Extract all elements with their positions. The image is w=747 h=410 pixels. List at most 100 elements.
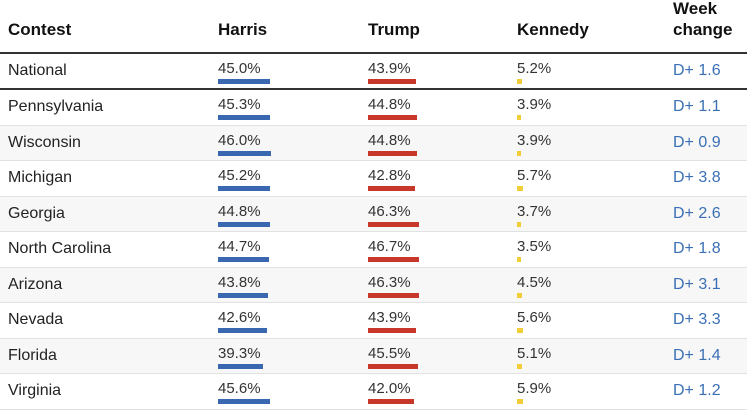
- harris-bar: [218, 221, 270, 227]
- trump-bar: [368, 292, 419, 298]
- kennedy-value: 5.2%: [517, 60, 552, 77]
- trump-bar: [368, 221, 419, 227]
- trump-value: 46.7%: [368, 238, 411, 255]
- harris-value: 42.6%: [218, 309, 261, 326]
- header-trump: Trump: [368, 20, 420, 39]
- table-body: National 45.0% 43.9% 5.2% D+ 1.6 Pennsylvania…: [0, 54, 747, 410]
- harris-bar: [218, 399, 271, 404]
- week-change-value: D+ 1.8: [673, 240, 721, 257]
- kennedy-value: 3.5%: [517, 238, 552, 255]
- header-week-change: Week change: [673, 0, 733, 40]
- trump-bar: [368, 150, 418, 156]
- header-week-line1: Week: [673, 0, 718, 18]
- trump-bar: [368, 257, 420, 262]
- harris-bar: [218, 186, 270, 191]
- trump-bar: [368, 115, 418, 120]
- kennedy-bar: [517, 221, 521, 227]
- harris-bar: [218, 115, 271, 120]
- table-row: Pennsylvania 45.3% 44.8% 3.9% D+ 1.1: [0, 90, 747, 126]
- trump-bar: [368, 79, 417, 84]
- kennedy-bar: [517, 150, 521, 156]
- trump-bar: [368, 186, 416, 191]
- trump-value: 44.8%: [368, 96, 411, 113]
- kennedy-bar: [517, 328, 523, 333]
- table-row: Wisconsin 46.0% 44.8% 3.9% D+ 0.9: [0, 125, 747, 161]
- contest-name: Arizona: [8, 275, 63, 293]
- kennedy-value: 5.1%: [517, 344, 552, 362]
- harris-bar: [218, 292, 269, 298]
- trump-value: 43.9%: [368, 309, 411, 326]
- week-change-value: D+ 1.2: [673, 382, 721, 399]
- kennedy-bar: [517, 79, 523, 84]
- harris-value: 45.0%: [218, 60, 261, 77]
- harris-value: 45.3%: [218, 96, 261, 113]
- contest-name: Georgia: [8, 204, 65, 222]
- week-change-value: D+ 1.6: [673, 62, 721, 79]
- table-header: Contest Harris Trump Kennedy Week change: [0, 0, 747, 54]
- trump-value: 45.5%: [368, 344, 411, 362]
- kennedy-value: 5.9%: [517, 380, 552, 397]
- header-harris: Harris: [218, 20, 268, 39]
- kennedy-value: 3.7%: [517, 202, 552, 220]
- table-row: Georgia 44.8% 46.3% 3.7% D+ 2.6: [0, 196, 747, 232]
- trump-value: 46.3%: [368, 273, 411, 291]
- harris-value: 45.6%: [218, 380, 261, 397]
- harris-value: 45.2%: [218, 167, 261, 184]
- contest-name: National: [8, 62, 67, 79]
- week-change-value: D+ 3.1: [673, 275, 721, 293]
- contest-name: North Carolina: [8, 240, 112, 257]
- trump-value: 46.3%: [368, 202, 411, 220]
- week-change-value: D+ 2.6: [673, 204, 721, 222]
- trump-value: 43.9%: [368, 60, 411, 77]
- kennedy-value: 3.9%: [517, 131, 552, 149]
- harris-bar: [218, 79, 270, 84]
- harris-value: 44.8%: [218, 202, 261, 220]
- week-change-value: D+ 3.8: [673, 169, 721, 186]
- harris-bar: [218, 150, 271, 156]
- trump-value: 42.8%: [368, 167, 411, 184]
- harris-value: 44.7%: [218, 238, 261, 255]
- harris-value: 39.3%: [218, 344, 261, 362]
- table-row: Virginia 45.6% 42.0% 5.9% D+ 1.2: [0, 374, 747, 410]
- harris-bar: [218, 363, 264, 369]
- header-contest: Contest: [8, 20, 72, 39]
- week-change-value: D+ 0.9: [673, 133, 721, 151]
- harris-value: 43.8%: [218, 273, 261, 291]
- kennedy-value: 4.5%: [517, 273, 552, 291]
- harris-bar: [218, 328, 267, 333]
- harris-bar: [218, 257, 270, 262]
- table-row: Nevada 42.6% 43.9% 5.6% D+ 3.3: [0, 303, 747, 339]
- header-week-line2: change: [673, 20, 733, 39]
- header-kennedy: Kennedy: [517, 20, 589, 39]
- week-change-value: D+ 3.3: [673, 311, 721, 328]
- trump-value: 42.0%: [368, 380, 411, 397]
- week-change-value: D+ 1.1: [673, 98, 721, 115]
- harris-value: 46.0%: [218, 131, 261, 149]
- kennedy-bar: [517, 363, 523, 369]
- trump-value: 44.8%: [368, 131, 411, 149]
- week-change-value: D+ 1.4: [673, 346, 721, 364]
- table-row: Arizona 43.8% 46.3% 4.5% D+ 3.1: [0, 267, 747, 303]
- table-row: North Carolina 44.7% 46.7% 3.5% D+ 1.8: [0, 232, 747, 268]
- kennedy-bar: [517, 399, 523, 404]
- table-row: Michigan 45.2% 42.8% 5.7% D+ 3.8: [0, 161, 747, 197]
- contest-name: Wisconsin: [8, 133, 81, 151]
- contest-name: Michigan: [8, 169, 73, 186]
- contest-name: Florida: [8, 346, 57, 364]
- trump-bar: [368, 328, 417, 333]
- kennedy-bar: [517, 257, 521, 262]
- kennedy-bar: [517, 186, 523, 191]
- kennedy-value: 5.7%: [517, 167, 552, 184]
- kennedy-bar: [517, 292, 522, 298]
- kennedy-value: 5.6%: [517, 309, 552, 326]
- trump-bar: [368, 399, 415, 404]
- contest-name: Virginia: [8, 382, 62, 399]
- contest-name: Nevada: [8, 311, 64, 328]
- table-row: Florida 39.3% 45.5% 5.1% D+ 1.4: [0, 338, 747, 374]
- trump-bar: [368, 363, 419, 369]
- table-row: National 45.0% 43.9% 5.2% D+ 1.6: [0, 54, 747, 90]
- kennedy-bar: [517, 115, 521, 120]
- kennedy-value: 3.9%: [517, 96, 552, 113]
- contest-name: Pennsylvania: [8, 98, 104, 115]
